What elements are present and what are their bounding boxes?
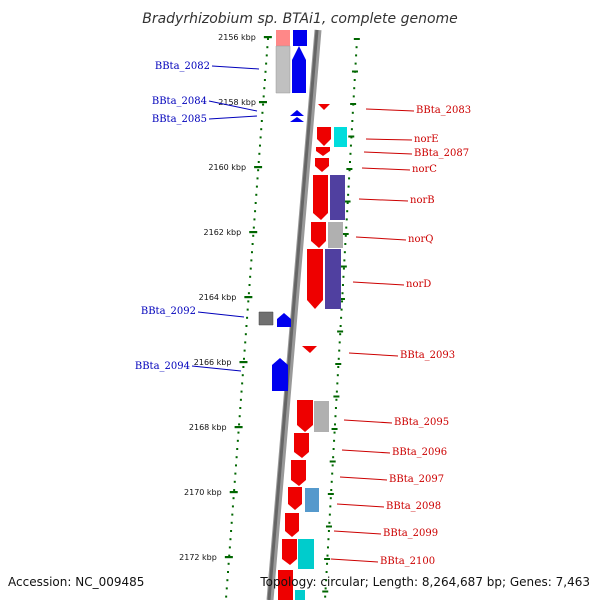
reverse-label-leader	[339, 476, 388, 481]
reverse-strand-features	[278, 104, 347, 600]
kbp-tick-label: 2156 kbp	[218, 33, 256, 42]
feature-nore-pseudo[interactable]	[334, 127, 347, 147]
feature-bbta-2099[interactable]	[285, 513, 299, 537]
feature-norq-sim[interactable]	[328, 222, 343, 248]
feature-bbta-2094[interactable]	[272, 358, 288, 391]
feature-bottom-cyan[interactable]	[295, 590, 305, 600]
forward-label-leader	[208, 115, 258, 120]
feature-bbta-2101[interactable]	[278, 570, 293, 600]
reverse-gene-label[interactable]: BBta_2098	[386, 501, 441, 512]
kbp-tick-label: 2164 kbp	[199, 293, 237, 302]
reverse-gene-label[interactable]: BBta_2083	[416, 105, 471, 116]
feature-bbta-2100-sim[interactable]	[298, 539, 314, 569]
kbp-tick-mark	[234, 426, 243, 429]
forward-label-leader	[211, 65, 260, 70]
feature-bbta-2092[interactable]	[258, 311, 274, 326]
reverse-label-leader	[365, 138, 413, 141]
reverse-gene-label[interactable]: norQ	[408, 234, 433, 245]
forward-gene-label[interactable]: BBta_2092	[141, 306, 196, 317]
feature-bbta-2098[interactable]	[288, 487, 302, 510]
dotted-rulers	[225, 38, 360, 598]
reverse-gene-label[interactable]: norC	[412, 164, 437, 175]
reverse-label-leader	[333, 530, 382, 535]
reverse-gene-label[interactable]: BBta_2099	[383, 528, 438, 539]
genome-backbone	[266, 29, 322, 600]
reverse-gene-label[interactable]: BBta_2100	[380, 556, 435, 567]
forward-label-leader	[197, 311, 245, 318]
feature-bbta-2095-sim[interactable]	[314, 401, 329, 432]
kbp-tick-label: 2168 kbp	[189, 423, 227, 432]
reverse-gene-label[interactable]: BBta_2087	[414, 148, 469, 159]
reverse-label-leader	[358, 198, 409, 202]
feature-bbta-2083[interactable]	[318, 104, 330, 110]
feature-2081-pseudo[interactable]	[276, 30, 290, 46]
feature-nord[interactable]	[307, 249, 323, 309]
feature-norb-sim[interactable]	[330, 175, 345, 220]
reverse-gene-label[interactable]: BBta_2096	[392, 447, 447, 458]
feature-bbta-2096[interactable]	[294, 433, 309, 458]
reverse-label-leader	[361, 167, 411, 171]
reverse-gene-label[interactable]: norB	[410, 195, 435, 206]
forward-label-leader	[191, 365, 242, 372]
feature-bbta-2100[interactable]	[282, 539, 297, 565]
kbp-tick-label: 2158 kbp	[218, 98, 256, 107]
map-title: Bradyrhizobium sp. BTAi1, complete genom…	[142, 11, 458, 27]
kbp-tick-mark	[254, 166, 263, 169]
feature-bbta-2095[interactable]	[297, 400, 313, 432]
kbp-tick-label: 2162 kbp	[204, 228, 242, 237]
reverse-label-leader	[343, 419, 393, 424]
kbp-tick-label: 2170 kbp	[184, 488, 222, 497]
kbp-tick-mark	[229, 491, 238, 494]
reverse-label-leader	[330, 558, 379, 563]
reverse-label-leader	[363, 151, 413, 155]
feature-norc[interactable]	[315, 158, 329, 172]
feature-bbta-2082-cds[interactable]	[292, 46, 306, 93]
feature-bbta-2093[interactable]	[302, 346, 317, 353]
kbp-tick-mark	[263, 36, 272, 39]
forward-gene-label[interactable]: BBta_2082	[155, 61, 210, 72]
reverse-gene-label[interactable]: norE	[414, 134, 439, 145]
kbp-tick-mark	[258, 101, 267, 104]
feature-bbta-2082[interactable]	[275, 45, 291, 94]
feature-bbta-2092-cds[interactable]	[277, 313, 291, 327]
feature-bbta-2084[interactable]	[290, 110, 304, 116]
forward-gene-label[interactable]: BBta_2084	[152, 96, 207, 107]
forward-gene-labels: BBta_2082 BBta_2084 BBta_2085 BBta_2092 BBta…	[135, 61, 260, 372]
feature-bbta-2097[interactable]	[291, 460, 306, 486]
reverse-gene-label[interactable]: BBta_2093	[400, 350, 455, 361]
reverse-label-leader	[348, 352, 399, 357]
kbp-tick-label: 2172 kbp	[179, 553, 217, 562]
feature-nore[interactable]	[317, 127, 331, 146]
kbp-ticks: 2156 kbp 2158 kbp 2160 kbp 2162 kbp 2164 kbp…	[179, 33, 272, 562]
kbp-tick-mark	[224, 556, 233, 559]
accession-text: Accession: NC_009485	[8, 575, 144, 589]
forward-label-leader	[208, 100, 258, 112]
reverse-gene-label[interactable]: norD	[406, 279, 431, 290]
feature-nord-sim[interactable]	[325, 249, 341, 309]
reverse-label-leader	[336, 503, 385, 508]
kbp-tick-mark	[249, 231, 258, 234]
reverse-gene-labels: BBta_2083 norE BBta_2087 norC norB norQ norD BB…	[330, 105, 471, 567]
forward-strand-features	[258, 30, 307, 600]
reverse-gene-label[interactable]: BBta_2097	[389, 474, 444, 485]
feature-bbta-2087[interactable]	[316, 147, 330, 156]
forward-gene-label[interactable]: BBta_2094	[135, 361, 190, 372]
feature-norq[interactable]	[311, 222, 326, 248]
kbp-tick-label: 2160 kbp	[208, 163, 246, 172]
feature-2081-fwd[interactable]	[293, 30, 307, 46]
kbp-tick-mark	[239, 361, 248, 364]
feature-norb[interactable]	[313, 175, 328, 220]
feature-bbta-2085[interactable]	[290, 117, 304, 122]
reverse-gene-label[interactable]: BBta_2095	[394, 417, 449, 428]
topology-text: Topology: circular; Length: 8,264,687 bp…	[259, 575, 590, 589]
reverse-label-leader	[355, 236, 407, 241]
forward-gene-label[interactable]: BBta_2085	[152, 114, 207, 125]
feature-bbta-2098-sim[interactable]	[305, 488, 319, 512]
kbp-tick-mark	[244, 296, 253, 299]
kbp-tick-label: 2166 kbp	[194, 358, 232, 367]
reverse-label-leader	[352, 281, 405, 286]
reverse-label-leader	[341, 449, 391, 454]
reverse-label-leader	[365, 108, 415, 112]
